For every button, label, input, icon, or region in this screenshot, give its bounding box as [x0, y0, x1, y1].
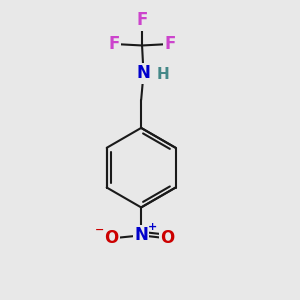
Text: O: O — [160, 229, 175, 247]
Text: F: F — [136, 11, 148, 29]
Text: N: N — [134, 226, 148, 244]
Text: H: H — [156, 68, 169, 82]
Text: F: F — [108, 35, 120, 53]
Text: O: O — [105, 229, 119, 247]
Text: N: N — [136, 64, 151, 82]
Text: −: − — [95, 224, 104, 235]
Text: +: + — [148, 222, 157, 232]
Text: F: F — [164, 35, 176, 53]
